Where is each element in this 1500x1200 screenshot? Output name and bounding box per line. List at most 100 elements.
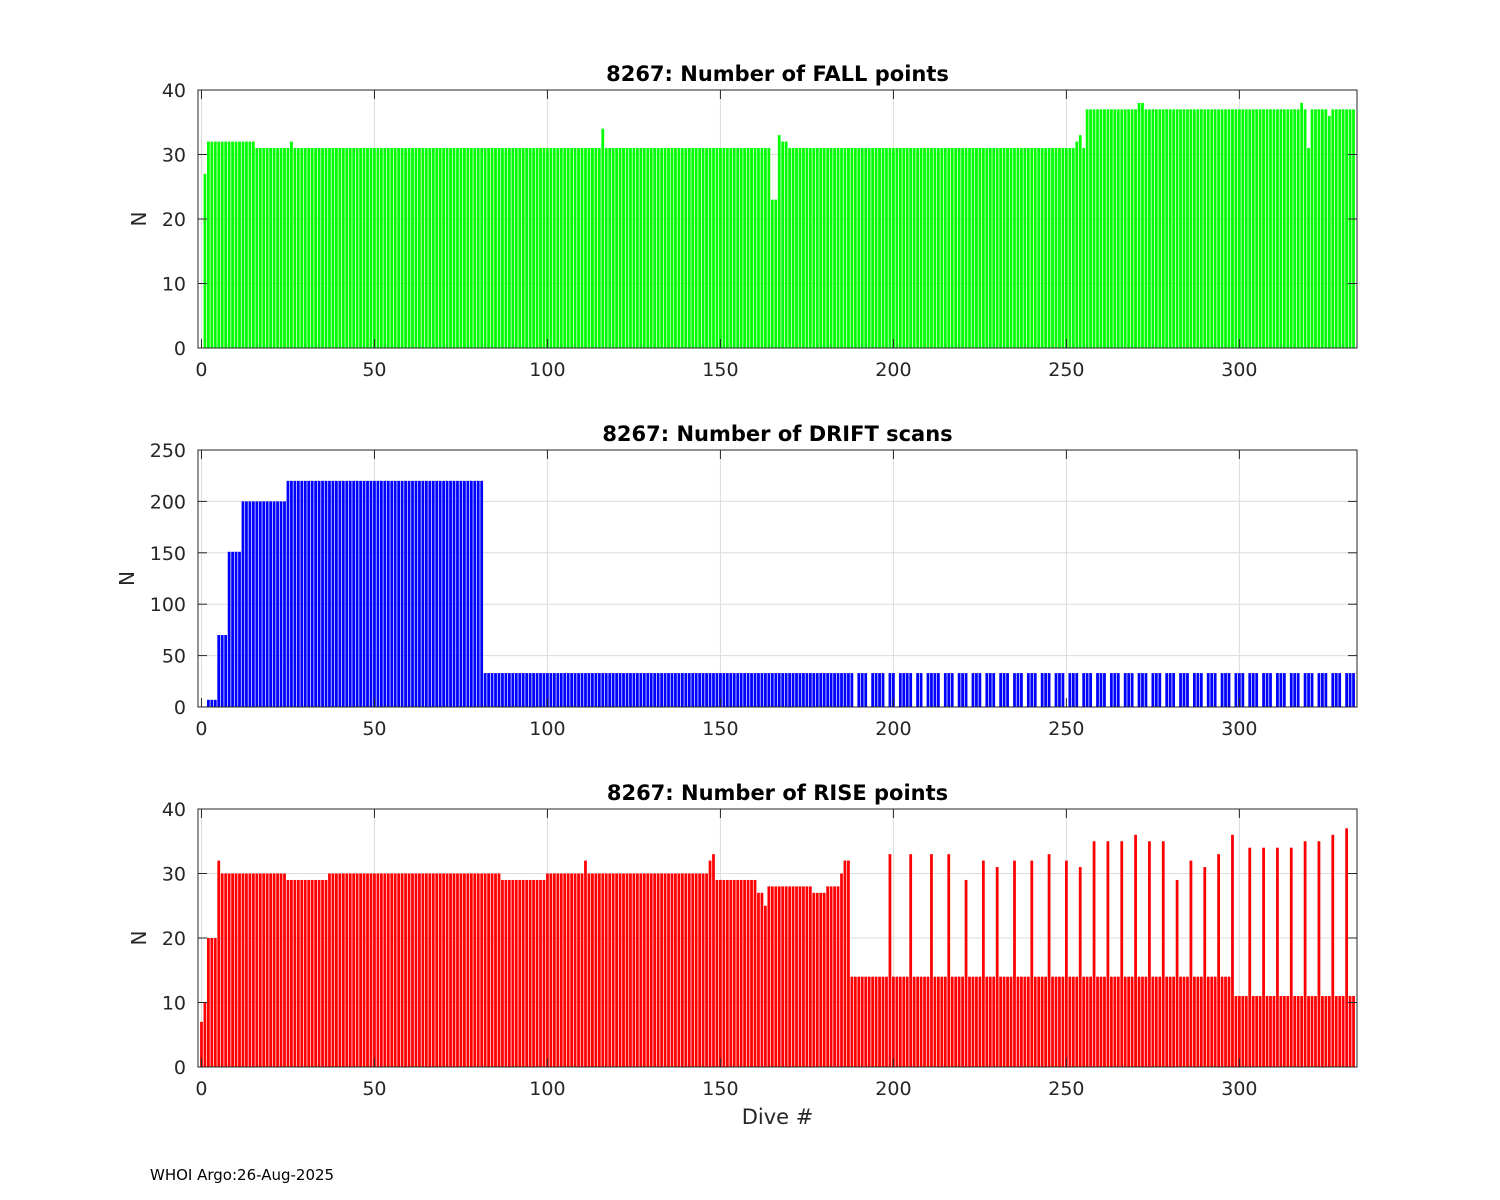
bar-dive-9 (231, 141, 234, 348)
bar-dive-93 (521, 148, 525, 348)
bar-dive-31 (307, 148, 311, 348)
bar-dive-252 (1071, 148, 1075, 348)
bar-dive-268 (1127, 673, 1131, 707)
bar-dive-235 (1013, 673, 1016, 707)
bar-dive-162 (760, 892, 764, 1067)
bar-dive-33 (314, 148, 318, 348)
bar-dive-68 (435, 148, 439, 348)
bar-dive-190 (857, 673, 861, 707)
bar-dive-301 (1241, 109, 1245, 348)
bar-dive-7 (224, 141, 228, 348)
bar-dive-116 (601, 673, 605, 707)
bar-dive-305 (1255, 996, 1259, 1067)
bar-dive-63 (418, 480, 421, 707)
x-tick-label: 50 (362, 359, 386, 381)
bar-dive-181 (826, 886, 830, 1067)
bar-dive-96 (532, 879, 535, 1067)
bar-dive-267 (1123, 109, 1127, 348)
bar-dive-10 (234, 873, 238, 1067)
bar-dive-168 (781, 886, 785, 1067)
bar-dive-28 (296, 148, 300, 348)
bar-dive-200 (892, 148, 895, 348)
bar-dive-312 (1279, 109, 1283, 348)
bar-dive-137 (674, 673, 677, 707)
bar-dive-258 (1092, 109, 1096, 348)
bar-dive-122 (622, 148, 625, 348)
bar-dive-92 (518, 148, 522, 348)
bar-dive-323 (1317, 109, 1321, 348)
bar-dive-39 (335, 480, 338, 707)
bar-dive-228 (988, 673, 992, 707)
bar-dive-38 (331, 148, 335, 348)
bar-dive-150 (719, 879, 722, 1067)
bar-dive-111 (584, 860, 587, 1067)
bar-dive-150 (719, 148, 722, 348)
bar-dive-78 (469, 480, 473, 707)
bar-dive-24 (283, 501, 286, 707)
bar-dive-25 (286, 148, 290, 348)
bar-dive-159 (750, 148, 753, 348)
bar-dive-148 (712, 854, 715, 1067)
bar-dive-264 (1113, 673, 1117, 707)
bar-dive-220 (961, 148, 964, 348)
bar-dive-294 (1217, 854, 1220, 1067)
bar-dive-277 (1158, 976, 1162, 1067)
bar-dive-40 (338, 480, 342, 707)
bar-dive-296 (1224, 976, 1227, 1067)
bar-dive-272 (1141, 976, 1144, 1067)
bar-dive-135 (667, 873, 670, 1067)
bar-dive-229 (992, 976, 996, 1067)
bar-dive-317 (1296, 673, 1300, 707)
bar-dive-13 (245, 141, 248, 348)
bar-dive-64 (421, 480, 425, 707)
bar-dive-119 (611, 673, 615, 707)
bar-dive-4 (213, 141, 217, 348)
bar-dive-168 (781, 141, 785, 348)
bar-dive-203 (902, 148, 906, 348)
bar-dive-151 (722, 148, 726, 348)
bar-dive-316 (1293, 109, 1297, 348)
bar-dive-25 (286, 879, 290, 1067)
bar-dive-322 (1314, 109, 1317, 348)
bar-dive-80 (476, 148, 480, 348)
bar-dive-275 (1151, 673, 1155, 707)
bar-dive-18 (262, 148, 266, 348)
bar-dive-51 (376, 873, 380, 1067)
bar-dive-284 (1182, 109, 1186, 348)
bar-dive-124 (629, 148, 632, 348)
y-tick-label: 0 (174, 338, 186, 360)
bar-dive-138 (677, 873, 681, 1067)
bar-dive-44 (352, 873, 356, 1067)
bar-dive-248 (1058, 148, 1061, 348)
bar-dive-140 (684, 148, 688, 348)
bar-dive-16 (255, 873, 259, 1067)
bar-dive-188 (850, 976, 854, 1067)
bar-dive-45 (355, 873, 359, 1067)
bar-dive-236 (1016, 976, 1020, 1067)
bar-dive-17 (258, 501, 262, 707)
bar-dive-251 (1068, 148, 1072, 348)
bar-dive-97 (535, 879, 539, 1067)
bar-dive-61 (411, 148, 414, 348)
bar-dive-186 (843, 860, 847, 1067)
bar-dive-91 (514, 879, 518, 1067)
bar-dive-3 (210, 141, 214, 348)
bar-dive-186 (843, 148, 847, 348)
bar-dive-52 (379, 873, 383, 1067)
bar-dive-70 (442, 480, 446, 707)
bar-dive-33 (314, 480, 318, 707)
bar-dive-222 (968, 148, 971, 348)
bar-dive-225 (978, 673, 982, 707)
bar-dive-106 (566, 148, 570, 348)
bar-dive-47 (362, 480, 366, 707)
bar-dive-132 (656, 873, 660, 1067)
bar-dive-65 (424, 148, 428, 348)
bar-dive-286 (1189, 109, 1193, 348)
bar-dive-139 (680, 873, 684, 1067)
bar-dive-167 (777, 673, 781, 707)
bar-dive-259 (1096, 976, 1099, 1067)
bar-dive-119 (611, 148, 615, 348)
bar-dive-32 (310, 148, 314, 348)
bar-dive-189 (853, 976, 857, 1067)
bar-dive-173 (798, 886, 802, 1067)
